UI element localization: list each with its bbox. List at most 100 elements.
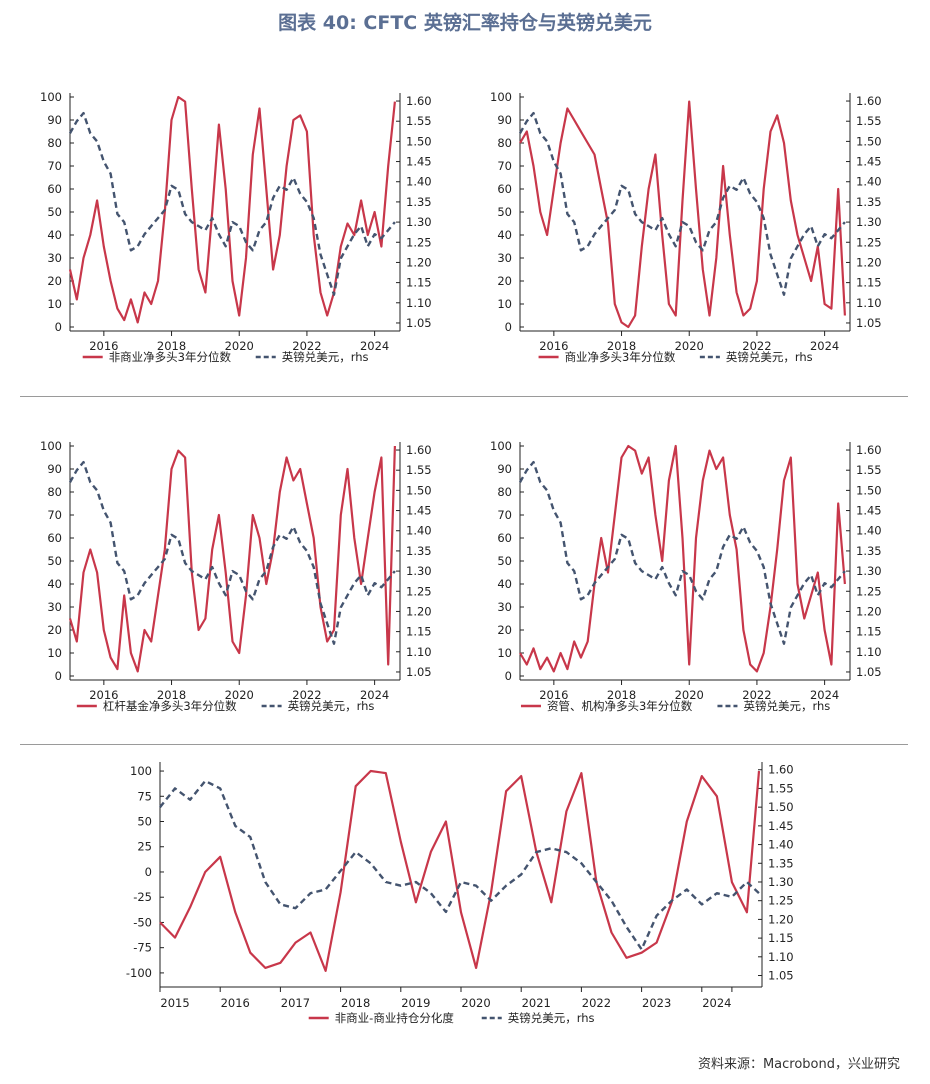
y2-tick-label: 1.50 — [856, 483, 882, 497]
gbp-usd-series-line — [518, 111, 846, 296]
y2-tick-label: 1.60 — [768, 763, 794, 777]
y2-tick-label: 1.30 — [406, 215, 432, 229]
x-tick-label: 2024 — [360, 339, 389, 353]
y-tick-label: 70 — [47, 508, 62, 522]
y-tick-label: 0 — [55, 320, 62, 334]
y-tick-label: 90 — [497, 113, 512, 127]
y2-tick-label: 1.10 — [406, 645, 432, 659]
divider-bottom — [20, 744, 908, 745]
y2-tick-label: 1.50 — [406, 483, 432, 497]
y2-tick-label: 1.30 — [406, 564, 432, 578]
y2-tick-label: 1.05 — [406, 665, 432, 679]
y2-tick-label: 1.35 — [406, 195, 432, 209]
y-tick-label: 60 — [497, 182, 512, 196]
y-tick-label: 40 — [47, 228, 62, 242]
chart-legend: 非商业净多头3年分位数 英镑兑美元，rhs — [82, 350, 369, 364]
y-tick-label: 20 — [497, 274, 512, 288]
y-tick-label: 40 — [497, 577, 512, 591]
y2-tick-label: 1.20 — [406, 255, 432, 269]
x-tick-label: 2024 — [810, 688, 839, 702]
x-tick-label: 2016 — [89, 339, 118, 353]
y2-tick-label: 1.20 — [406, 604, 432, 618]
y2-tick-label: 1.55 — [406, 463, 432, 477]
y2-tick-label: 1.45 — [856, 155, 882, 169]
y2-tick-label: 1.40 — [856, 524, 882, 538]
y2-tick-label: 1.10 — [406, 296, 432, 310]
y2-tick-label: 1.40 — [406, 524, 432, 538]
legend-label-gbp-usd: 英镑兑美元，rhs — [288, 699, 375, 713]
x-tick-label: 2022 — [742, 688, 771, 702]
x-tick-label: 2018 — [157, 688, 186, 702]
y-tick-label: 50 — [497, 205, 512, 219]
x-tick-label: 2018 — [157, 339, 186, 353]
y-tick-label: 60 — [47, 531, 62, 545]
legend-label-positioning: 杠杆基金净多头3年分位数 — [103, 699, 237, 713]
x-tick-label: 2016 — [539, 688, 568, 702]
y-tick-label: 50 — [47, 554, 62, 568]
y-tick-label: 50 — [47, 205, 62, 219]
x-tick-label: 2022 — [292, 339, 321, 353]
y-tick-label: 40 — [497, 228, 512, 242]
y2-tick-label: 1.15 — [856, 276, 882, 290]
y-tick-label: 100 — [40, 439, 62, 453]
y2-tick-label: 1.35 — [856, 195, 882, 209]
gbp-usd-series-line — [159, 779, 760, 951]
y2-tick-label: 1.15 — [406, 625, 432, 639]
divider-top — [20, 396, 908, 397]
y-tick-label: 90 — [47, 462, 62, 476]
x-tick-label: 2018 — [607, 688, 636, 702]
y2-tick-label: 1.55 — [856, 463, 882, 477]
legend-label-positioning: 非商业净多头3年分位数 — [109, 350, 232, 364]
y2-tick-label: 1.25 — [768, 894, 794, 908]
y-tick-label: 25 — [137, 840, 152, 854]
y2-tick-label: 1.45 — [856, 504, 882, 518]
y-tick-label: 10 — [47, 646, 62, 660]
positioning-series-line — [519, 100, 846, 329]
x-tick-label: 2020 — [675, 688, 704, 702]
x-tick-label: 2018 — [607, 339, 636, 353]
y-tick-label: 90 — [47, 113, 62, 127]
x-tick-label: 2023 — [642, 996, 671, 1010]
y-tick-label: 80 — [47, 485, 62, 499]
y2-tick-label: 1.25 — [856, 235, 882, 249]
y-tick-label: 50 — [497, 554, 512, 568]
y-tick-label: 40 — [47, 577, 62, 591]
y2-tick-label: 1.40 — [856, 175, 882, 189]
x-tick-label: 2022 — [742, 339, 771, 353]
x-tick-label: 2016 — [539, 339, 568, 353]
y-tick-label: 20 — [47, 274, 62, 288]
y-tick-label: 10 — [497, 646, 512, 660]
y-tick-label: 100 — [490, 439, 512, 453]
x-tick-label: 2022 — [582, 996, 611, 1010]
positioning-series-line — [519, 444, 846, 673]
x-tick-label: 2015 — [160, 996, 189, 1010]
y-tick-label: -100 — [126, 966, 152, 980]
y-tick-label: 30 — [47, 600, 62, 614]
y2-tick-label: 1.30 — [856, 215, 882, 229]
y2-tick-label: 1.55 — [768, 781, 794, 795]
positioning-series-line — [159, 769, 761, 972]
y2-tick-label: 1.05 — [406, 316, 432, 330]
y2-tick-label: 1.50 — [856, 134, 882, 148]
y-tick-label: 50 — [137, 815, 152, 829]
chart-panel-divergence: -100 -75 -50 -25 0 25 50 75 100 1.05 1.10 1.15 1.20 1… — [126, 762, 794, 1025]
y-tick-label: 75 — [137, 789, 152, 803]
gbp-usd-series-line — [68, 111, 396, 296]
x-tick-label: 2022 — [292, 688, 321, 702]
x-tick-label: 2019 — [401, 996, 430, 1010]
y2-tick-label: 1.05 — [768, 969, 794, 983]
positioning-series-line — [68, 445, 396, 673]
y-tick-label: 20 — [47, 623, 62, 637]
x-tick-label: 2024 — [702, 996, 731, 1010]
positioning-series-line — [68, 95, 396, 324]
y2-tick-label: 1.30 — [768, 875, 794, 889]
chart-legend: 非商业-商业持仓分化度 英镑兑美元，rhs — [308, 1011, 595, 1025]
chart-legend: 杠杆基金净多头3年分位数 英镑兑美元，rhs — [76, 699, 375, 713]
y-tick-label: 30 — [497, 251, 512, 265]
y2-tick-label: 1.15 — [768, 931, 794, 945]
y2-tick-label: 1.15 — [406, 276, 432, 290]
y2-tick-label: 1.60 — [406, 94, 432, 108]
y2-tick-label: 1.40 — [406, 175, 432, 189]
y-tick-label: 0 — [145, 865, 152, 879]
chart-legend: 资管、机构净多头3年分位数 英镑兑美元，rhs — [520, 699, 830, 713]
